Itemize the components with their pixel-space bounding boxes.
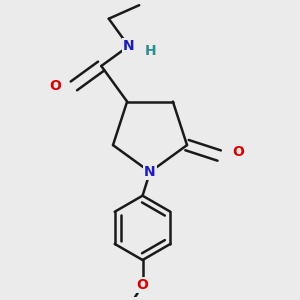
Text: O: O xyxy=(49,79,61,93)
Text: N: N xyxy=(123,39,134,53)
Text: O: O xyxy=(232,145,244,159)
Text: H: H xyxy=(145,44,157,58)
Text: N: N xyxy=(144,165,156,179)
Text: O: O xyxy=(136,278,148,292)
